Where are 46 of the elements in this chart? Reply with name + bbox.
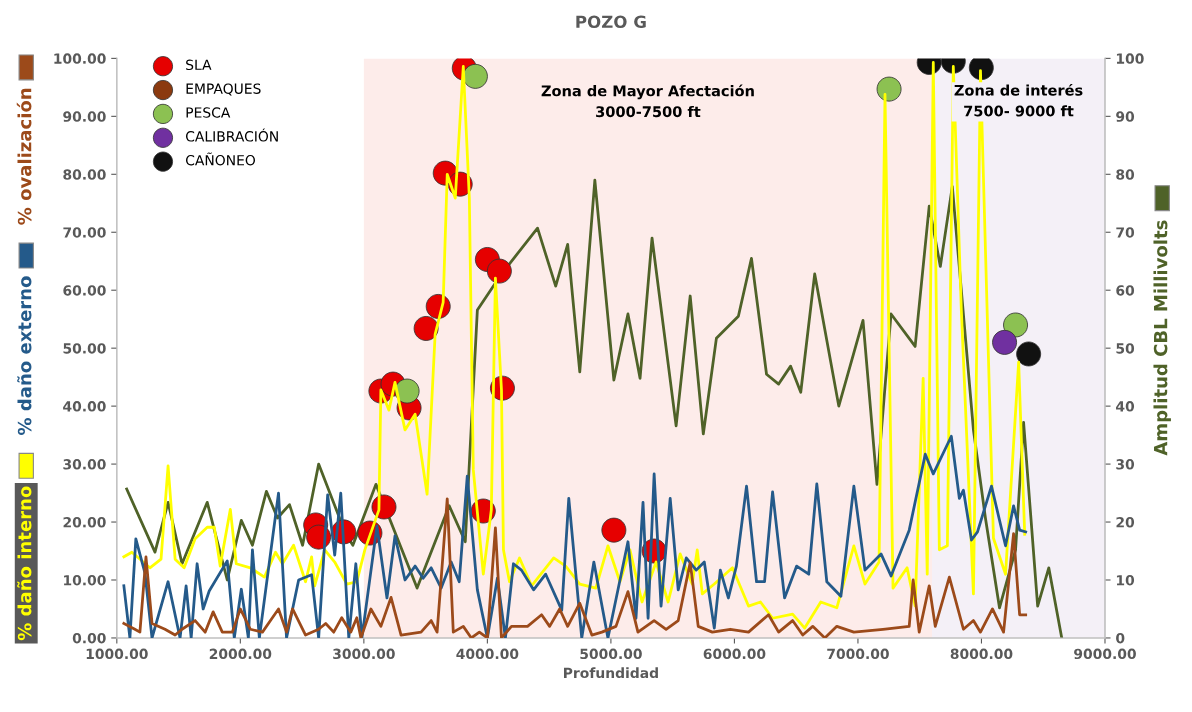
y-tick-label: 20.00 <box>63 517 106 528</box>
text: % daño interno <box>17 486 32 641</box>
legend-label: CAÑONEO <box>185 152 256 166</box>
y2-tick-label: 30 <box>1116 459 1135 470</box>
legend-label: EMPAQUES <box>186 83 261 96</box>
x-tick-label: 8000.00 <box>950 648 1013 660</box>
x-tick-label: 3000.00 <box>333 648 395 660</box>
y-tick-label: 100.00 <box>54 53 106 64</box>
x-axis-title: Profundidad <box>564 667 658 679</box>
x-tick-label: 2000.00 <box>209 648 272 660</box>
y2-tick-label: 50 <box>1116 343 1135 354</box>
text: Amplitud CBL Millivolts <box>1153 220 1171 456</box>
y-tick-label: 80.00 <box>63 169 106 180</box>
line-series <box>122 434 1028 638</box>
x-tick-label: 6000.00 <box>703 648 766 660</box>
x-tick-label: 4000.00 <box>456 648 519 660</box>
band-label: Zona de interés 7500- 9000 ft <box>954 83 1083 117</box>
text: % daño externo <box>17 276 32 435</box>
line-series <box>122 497 1028 638</box>
y-tick-label: 40.00 <box>63 401 106 412</box>
y-tick-label: 0.00 <box>72 632 106 644</box>
y2-tick-label: 60 <box>1116 285 1135 296</box>
band-label: Zona de Mayor Afectación 3000-7500 ft <box>541 84 754 118</box>
y2-tick-label: 10 <box>1116 574 1135 586</box>
y2-tick-label: 100 <box>1116 53 1144 64</box>
legend-label: PESCA <box>186 107 231 118</box>
text: % ovalización <box>16 88 32 225</box>
y-tick-label: 70.00 <box>63 227 106 238</box>
x-tick-label: 9000.00 <box>1074 648 1136 660</box>
y2-tick-label: 90 <box>1116 111 1135 122</box>
y-tick-label: 50.00 <box>63 343 106 354</box>
y-tick-label: 90.00 <box>63 111 106 122</box>
y-tick-label: 60.00 <box>63 285 106 296</box>
y2-tick-label: 80 <box>1116 169 1135 180</box>
legend-label: SLA <box>186 59 212 71</box>
y-tick-label: 30.00 <box>63 459 106 470</box>
y2-tick-label: 0 <box>1116 632 1125 644</box>
x-tick-label: 1000.00 <box>86 648 148 660</box>
x-tick-label: 5000.00 <box>580 648 642 660</box>
x-tick-label: 7000.00 <box>827 648 889 660</box>
y2-tick-label: 40 <box>1116 401 1135 412</box>
y-tick-label: 10.00 <box>64 574 106 586</box>
chart-title: POZO G <box>576 15 646 29</box>
y2-tick-label: 20 <box>1116 517 1135 528</box>
y2-tick-label: 70 <box>1116 227 1135 238</box>
legend-label: CALIBRACIÓN <box>185 128 278 142</box>
